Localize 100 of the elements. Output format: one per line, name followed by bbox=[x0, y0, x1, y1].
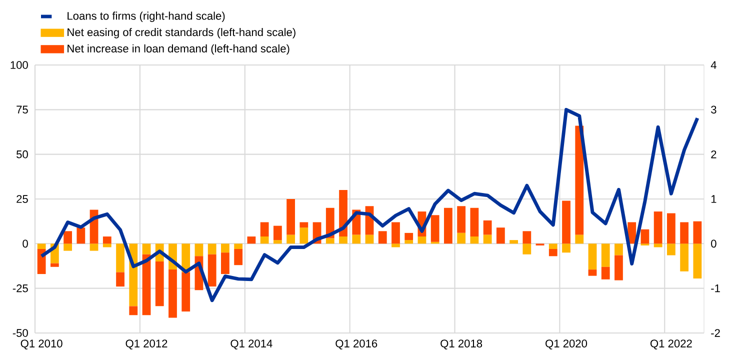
x-tick-label: Q1 2014 bbox=[230, 340, 272, 350]
bar bbox=[194, 244, 204, 256]
bar bbox=[168, 270, 177, 318]
bar bbox=[365, 234, 374, 244]
bar bbox=[548, 244, 558, 250]
bar bbox=[247, 236, 256, 244]
y2-tick-label: -2 bbox=[711, 329, 720, 337]
bar bbox=[50, 263, 59, 267]
y2-tick-label: 2 bbox=[711, 150, 716, 158]
y-tick-label: 50 bbox=[16, 150, 28, 158]
y2-tick-label: -1 bbox=[711, 284, 720, 292]
bar bbox=[300, 222, 308, 228]
bar bbox=[392, 222, 400, 244]
bar bbox=[614, 255, 623, 280]
bar bbox=[693, 244, 702, 278]
y-tick-label: -50 bbox=[12, 329, 28, 337]
bar bbox=[680, 244, 689, 272]
bar bbox=[116, 272, 124, 287]
bar bbox=[64, 231, 72, 244]
bar bbox=[483, 220, 492, 235]
bar bbox=[601, 266, 610, 280]
legend-label: Net easing of credit standards (left-hand scale) bbox=[68, 28, 296, 38]
y2-tick-label: 3 bbox=[711, 106, 716, 114]
bar bbox=[273, 226, 282, 240]
y2-tick-label: 0 bbox=[711, 240, 716, 248]
bar bbox=[404, 232, 414, 240]
y-tick-label: 25 bbox=[16, 195, 28, 203]
bar bbox=[339, 236, 348, 244]
bar bbox=[352, 234, 361, 244]
bar bbox=[614, 244, 623, 256]
bar bbox=[575, 234, 584, 244]
y2-tick-label: 4 bbox=[710, 61, 716, 69]
legend-label: Net increase in loan demand (left-hand scale) bbox=[68, 44, 290, 55]
bar bbox=[76, 228, 86, 244]
y-tick-label: 0 bbox=[22, 240, 28, 248]
bar bbox=[90, 244, 98, 251]
x-tick-label: Q1 2020 bbox=[546, 340, 588, 350]
bar bbox=[273, 240, 282, 244]
y-tick-label: -25 bbox=[12, 284, 28, 292]
x-tick-label: Q1 2012 bbox=[126, 340, 168, 350]
bar bbox=[326, 238, 334, 244]
bar bbox=[654, 211, 662, 244]
bar bbox=[522, 244, 532, 254]
bar bbox=[286, 234, 295, 244]
bar bbox=[260, 222, 269, 237]
bar bbox=[102, 244, 112, 248]
bar bbox=[339, 190, 348, 237]
y-tick-label: 75 bbox=[16, 106, 28, 114]
bar bbox=[155, 262, 164, 306]
bar bbox=[522, 231, 532, 244]
bar bbox=[418, 236, 426, 244]
x-tick-label: Q1 2018 bbox=[440, 340, 482, 350]
line-series bbox=[40, 108, 700, 302]
bar bbox=[680, 222, 689, 244]
bar bbox=[64, 244, 72, 251]
bar bbox=[667, 244, 676, 256]
bar bbox=[444, 208, 452, 244]
bar bbox=[483, 234, 492, 244]
bar bbox=[693, 221, 702, 244]
legend-label: Loans to firms (right-hand scale) bbox=[68, 12, 225, 22]
bar bbox=[588, 270, 597, 276]
bar bbox=[654, 244, 662, 248]
y2-tick-label: 1 bbox=[711, 195, 716, 203]
bar bbox=[601, 244, 610, 267]
bar bbox=[37, 249, 46, 274]
bar bbox=[510, 240, 518, 244]
bar bbox=[588, 244, 597, 270]
bar bbox=[208, 254, 216, 287]
bar bbox=[102, 236, 112, 244]
bar bbox=[37, 244, 46, 250]
bar bbox=[667, 213, 676, 244]
x-tick-label: Q1 2010 bbox=[20, 340, 62, 350]
y-tick-label: 100 bbox=[10, 61, 28, 69]
bar bbox=[300, 228, 308, 244]
bar bbox=[575, 126, 584, 235]
bar bbox=[221, 252, 230, 274]
bar bbox=[234, 249, 243, 266]
bar bbox=[496, 228, 505, 244]
bar bbox=[260, 236, 269, 244]
bar bbox=[470, 208, 479, 237]
bar bbox=[392, 244, 400, 248]
bar bbox=[562, 200, 570, 244]
bar bbox=[457, 232, 466, 244]
bar bbox=[234, 244, 243, 250]
x-tick-label: Q1 2016 bbox=[336, 340, 378, 350]
x-tick-label: Q1 2022 bbox=[650, 340, 692, 350]
bar bbox=[378, 231, 387, 244]
bar bbox=[640, 229, 650, 244]
bar bbox=[182, 272, 190, 312]
bar bbox=[562, 244, 570, 253]
bar bbox=[142, 244, 151, 254]
bar bbox=[116, 244, 124, 272]
bar bbox=[129, 306, 138, 316]
bar bbox=[470, 236, 479, 244]
bar bbox=[457, 206, 466, 233]
bar bbox=[430, 215, 440, 242]
bar bbox=[404, 240, 414, 244]
bar bbox=[208, 244, 216, 254]
bar bbox=[221, 244, 230, 253]
bar bbox=[548, 249, 558, 256]
